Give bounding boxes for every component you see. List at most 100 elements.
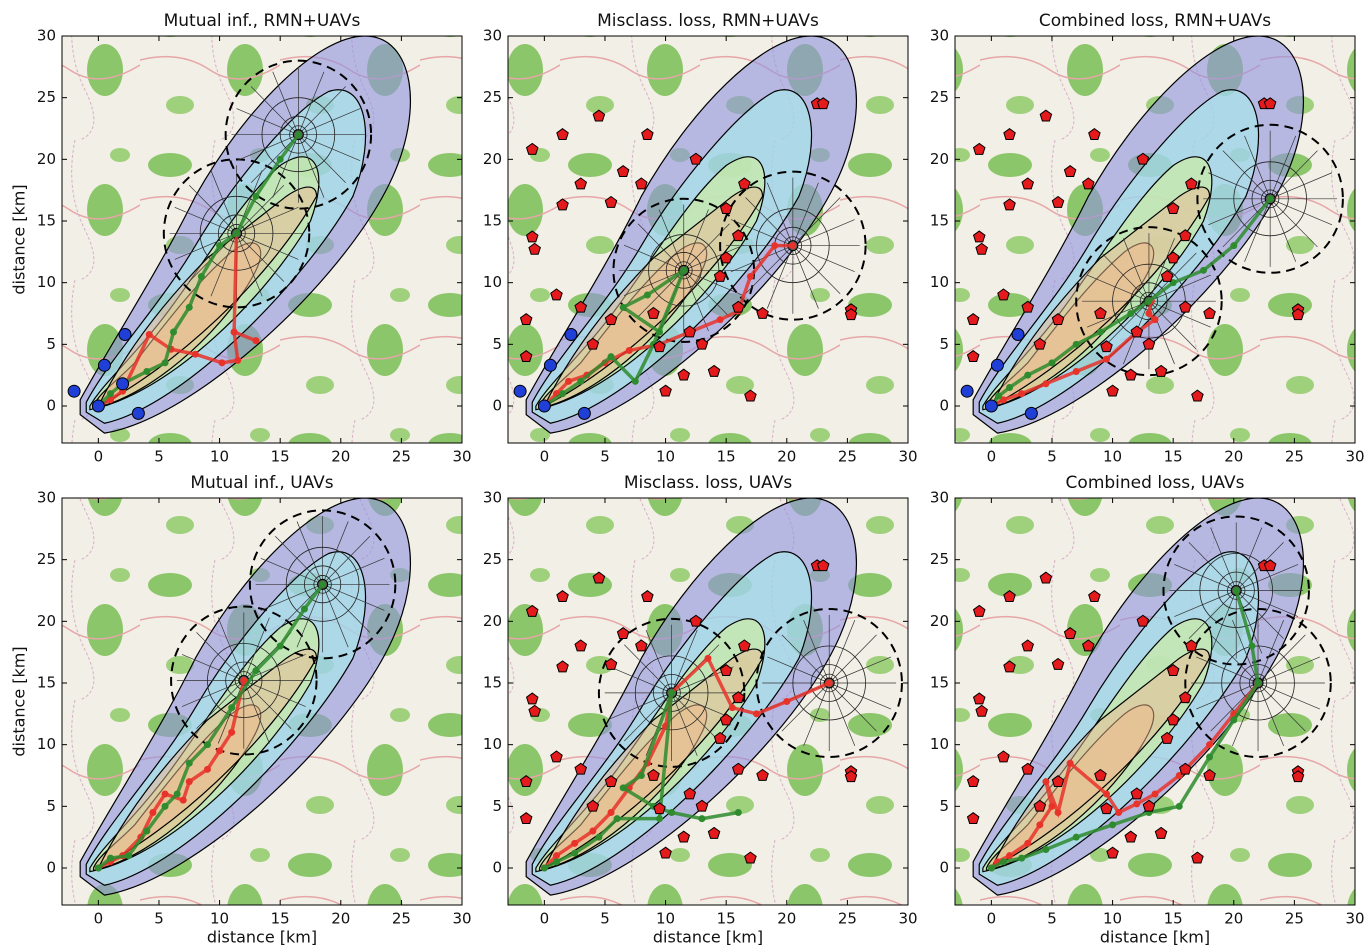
uav-spoke — [322, 535, 371, 585]
trajectory-point — [1230, 716, 1238, 724]
trajectory-point — [106, 396, 114, 404]
sensor — [616, 165, 630, 178]
sensor — [1166, 202, 1180, 215]
trajectory-point — [1018, 390, 1026, 398]
sensor — [525, 604, 539, 617]
uav-spoke — [623, 244, 684, 271]
trajectory-point — [1206, 741, 1214, 749]
y-tick-label: 0 — [939, 397, 949, 415]
trajectory — [543, 655, 830, 870]
trajectory-point — [995, 392, 1003, 400]
sensor — [713, 731, 727, 744]
sensor — [1179, 691, 1192, 704]
trajectory-point — [276, 155, 284, 163]
sensor — [1051, 657, 1065, 670]
trajectory-point — [1066, 759, 1074, 767]
sensor — [550, 750, 563, 763]
sensor — [91, 399, 105, 413]
uav-spoke — [1257, 656, 1320, 684]
trajectory — [990, 300, 1158, 408]
panel — [955, 36, 1355, 443]
sensor — [556, 198, 569, 211]
y-tick-label: 15 — [37, 212, 56, 230]
uav-spoke — [196, 680, 245, 729]
trajectory-point — [125, 852, 133, 860]
uav-spoke — [671, 692, 698, 756]
x-tick-label: 25 — [392, 448, 411, 466]
sensor — [707, 364, 721, 377]
trajectory-point — [643, 291, 651, 299]
uav-spoke — [217, 617, 245, 681]
uav-spoke — [1269, 198, 1297, 262]
sensor — [1088, 128, 1101, 141]
x-tick-label: 10 — [656, 448, 675, 466]
x-tick-label: 30 — [452, 910, 471, 928]
sensor — [1191, 389, 1204, 402]
uav-spoke — [829, 682, 892, 710]
sensor — [1179, 300, 1192, 313]
y-tick-label: 20 — [930, 150, 949, 168]
trajectory-point — [185, 303, 193, 311]
y-tick-label: 25 — [930, 88, 949, 106]
sensor — [1082, 177, 1095, 190]
uav-spoke — [1210, 590, 1237, 654]
uav-spoke — [236, 233, 263, 297]
sensor — [1203, 768, 1216, 781]
trajectory-point — [276, 642, 284, 650]
y-tick-label: 30 — [483, 27, 502, 45]
trajectory-point — [234, 356, 242, 364]
uav-spoke — [828, 619, 856, 684]
x-tick-label: 25 — [1285, 448, 1304, 466]
trajectory-point — [230, 328, 238, 336]
uav-inner-ring — [665, 252, 702, 289]
trajectory-point — [783, 698, 791, 705]
y-axis-label: distance [km] — [10, 646, 29, 756]
sensor — [525, 142, 539, 155]
uav-spoke — [745, 245, 794, 295]
trajectory-point — [656, 815, 664, 823]
uav-spoke — [272, 71, 299, 135]
x-tick-label: 0 — [987, 448, 997, 466]
trajectory-point — [1145, 310, 1153, 317]
uav-spoke — [181, 680, 244, 707]
trajectory-point — [552, 852, 560, 860]
x-tick-label: 5 — [1047, 910, 1057, 928]
uav-spoke — [766, 245, 794, 309]
sensor — [574, 762, 588, 775]
chart-title: Misclass. loss, RMN+UAVs — [597, 11, 819, 31]
trajectory-point — [1206, 753, 1214, 761]
sensor — [1263, 97, 1277, 110]
uav-range — [1162, 515, 1310, 666]
trajectory-point — [619, 303, 627, 311]
uav-spoke — [210, 233, 237, 297]
trajectory-point — [1006, 852, 1014, 860]
uav-inner-ring — [1130, 282, 1168, 321]
plot-frame — [507, 497, 909, 906]
sensor — [1166, 251, 1180, 264]
x-tick-label: 0 — [987, 910, 997, 928]
uav-spoke — [236, 108, 299, 135]
y-tick-label: 5 — [939, 335, 949, 353]
y-tick-label: 10 — [483, 273, 502, 291]
sensor — [1021, 177, 1035, 190]
uav-spoke — [1270, 172, 1333, 200]
sensor — [695, 799, 709, 812]
x-tick-label: 30 — [898, 448, 917, 466]
y-tick-label: 10 — [37, 273, 56, 291]
uav-spoke — [210, 170, 237, 234]
sensor — [604, 775, 618, 788]
uav-spoke — [236, 206, 299, 234]
sensor — [844, 308, 858, 321]
trajectory-point — [173, 790, 181, 798]
trajectory-point — [625, 347, 633, 354]
sensor — [1063, 627, 1077, 640]
uav-spoke — [196, 632, 245, 681]
plot-frame — [507, 35, 909, 444]
y-tick-label: 15 — [930, 674, 949, 692]
uav-spoke — [637, 223, 685, 271]
uav-spoke — [1236, 564, 1299, 591]
trajectory-point — [716, 316, 724, 324]
x-tick-label: 10 — [210, 910, 229, 928]
uav-spoke — [1148, 300, 1197, 350]
trajectory-point — [595, 833, 603, 841]
